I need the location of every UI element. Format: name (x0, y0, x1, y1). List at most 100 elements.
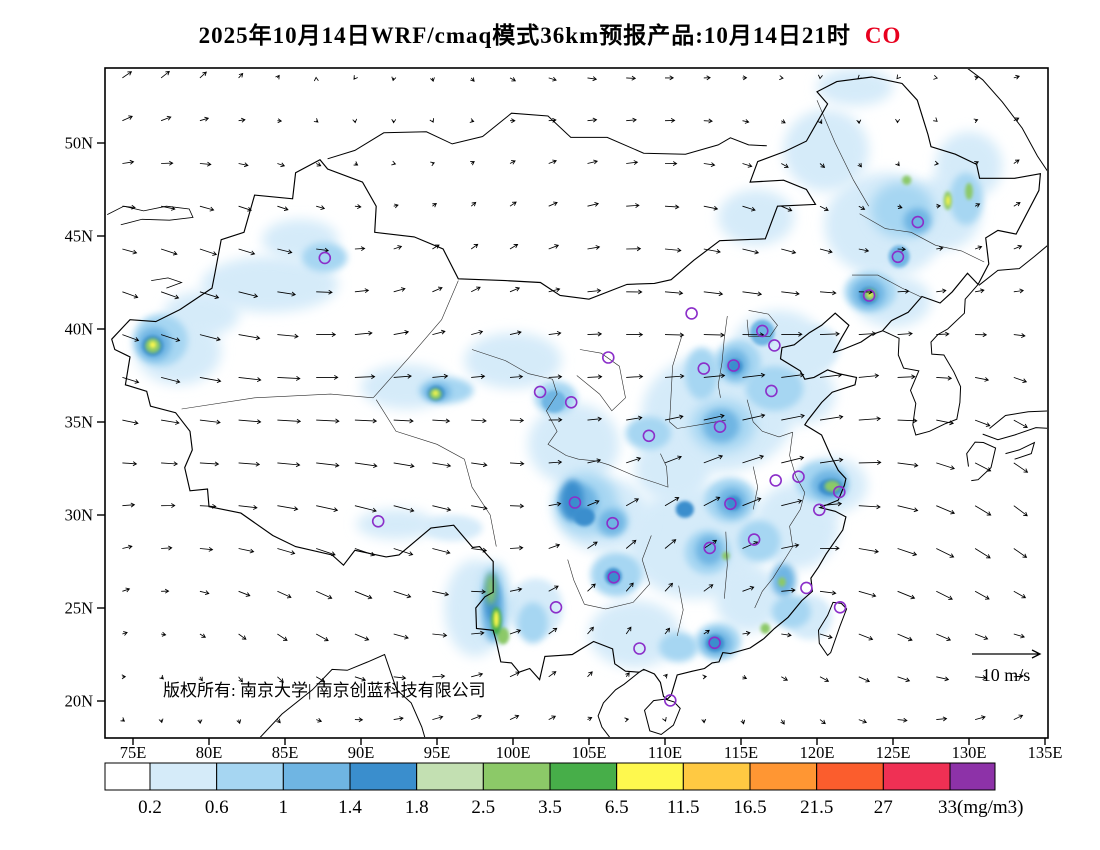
co-plume (771, 595, 811, 629)
province-boundary (375, 399, 497, 547)
page-title: 2025年10月14日WRF/cmaq模式36km预报产品:10月14日21时 C… (0, 16, 1100, 50)
province-boundary (181, 393, 374, 410)
colorbar-cell (749, 762, 818, 791)
colorbar-label: 1.8 (405, 797, 429, 818)
province-boundary (576, 349, 626, 412)
coastline (982, 410, 1047, 441)
lon-tick-label: 100E (496, 743, 531, 762)
co-plume (528, 403, 620, 486)
province-boundary (567, 559, 585, 605)
city-marker (697, 362, 711, 375)
coastline (978, 245, 1047, 286)
province-boundary (746, 399, 793, 438)
city-marker (833, 600, 847, 614)
coastline (151, 277, 183, 289)
colorbar-label: 1.4 (338, 797, 362, 818)
co-plume (675, 501, 694, 518)
co-plume (432, 390, 439, 396)
city-marker (371, 514, 385, 528)
province-boundary (746, 310, 778, 337)
province-boundary (676, 585, 684, 636)
city-marker (642, 429, 656, 443)
province-boundary (724, 531, 728, 599)
colorbar-label: 27 (874, 797, 893, 818)
colorbar-label: 33(mg/m3) (938, 797, 1024, 818)
colorbar-cell (149, 762, 218, 791)
lon-tick-label: 115E (724, 743, 758, 762)
chart-title-text: 2025年10月14日WRF/cmaq模式36km预报产品:10月14日21时 (198, 23, 851, 48)
hainan-outline (643, 698, 681, 736)
city-marker (318, 251, 332, 265)
city-marker (568, 496, 582, 509)
lon-tick-label: 90E (348, 743, 375, 762)
co-plume (965, 183, 973, 200)
city-marker (891, 250, 905, 264)
lat-tick-label: 40N (65, 320, 94, 339)
co-plume (497, 627, 510, 645)
province-boundary (752, 466, 759, 510)
city-marker (533, 385, 547, 399)
co-plume (722, 551, 730, 561)
province-boundary (816, 100, 869, 207)
coastline (966, 441, 997, 482)
province-boundary (372, 280, 459, 398)
lon-tick-label: 85E (272, 743, 299, 762)
colorbar-label: 16.5 (733, 797, 766, 818)
colorbar-label: 21.5 (800, 797, 833, 818)
city-marker (792, 470, 805, 484)
co-plume (817, 69, 893, 106)
colorbar-cell (282, 762, 351, 791)
wind-vector-field (120, 70, 1029, 725)
co-plume (760, 623, 771, 634)
lat-tick-label: 25N (65, 599, 94, 618)
axis-layer: 20N 25N 30N 35N 40N 45N 50N 75E 80E 85E 90E 95E 100E… (65, 134, 1063, 763)
co-plume (903, 208, 931, 235)
city-marker (911, 215, 925, 229)
colorbar-cell (816, 762, 884, 791)
co-plume (464, 332, 562, 389)
colorbar-cell (104, 762, 151, 791)
province-boundary (717, 315, 728, 398)
coastline (327, 112, 767, 160)
coastline (967, 69, 1047, 172)
lon-tick-label: 75E (120, 743, 147, 762)
city-marker (862, 289, 876, 302)
lon-tick-label: 95E (424, 743, 451, 762)
co-plume (718, 189, 795, 246)
co-plume (946, 195, 950, 206)
city-marker (769, 474, 783, 487)
colorbar-label: 0.6 (205, 797, 229, 818)
lon-tick-label: 125E (876, 743, 911, 762)
province-boundary (789, 492, 806, 547)
province-boundary (852, 274, 923, 298)
co-plume (783, 109, 869, 192)
lon-tick-label: 130E (952, 743, 987, 762)
coastline (1005, 441, 1036, 460)
coastline (597, 671, 640, 737)
city-marker (755, 324, 769, 338)
colorbar-cell (216, 762, 284, 791)
wind-vector-layer (120, 70, 1029, 725)
city-marker (606, 516, 619, 530)
province-boundary (471, 349, 579, 460)
colorbar-label: 0.2 (138, 797, 162, 818)
co-plume (201, 256, 339, 313)
co-plume (634, 435, 711, 502)
co-plume (703, 409, 740, 443)
co-plume (794, 325, 840, 370)
lon-tick-label: 135E (1028, 743, 1063, 762)
lat-tick-label: 20N (65, 692, 94, 711)
colorbar-label: 6.5 (605, 797, 629, 818)
wind-scale-arrow (972, 649, 1042, 659)
lat-tick-label: 50N (65, 134, 94, 153)
city-marker (768, 339, 781, 352)
province-boundary (669, 336, 682, 429)
co-plume (493, 610, 499, 628)
colorbar-cell (616, 762, 684, 791)
city-marker (703, 541, 717, 555)
co-plume (695, 535, 723, 566)
colorbar-cell (949, 762, 996, 791)
city-marker (832, 485, 846, 499)
co-plume (824, 480, 840, 492)
